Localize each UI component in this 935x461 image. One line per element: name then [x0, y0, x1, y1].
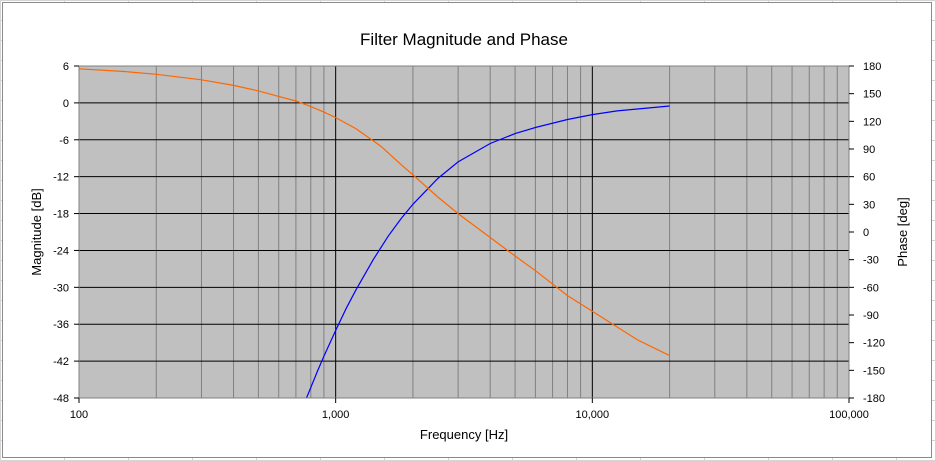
y-tick-label: -12	[53, 172, 69, 184]
series-line-phase	[78, 68, 670, 357]
x-axis-title: Frequency [Hz]	[420, 427, 508, 442]
x-tick-label: 10,000	[576, 409, 610, 421]
series-layer	[78, 68, 670, 399]
y2-tick-label: 30	[863, 199, 875, 211]
y-tick-label: 6	[63, 61, 69, 73]
y2-tick-label: 60	[863, 172, 875, 184]
y2-tick-label: -180	[863, 393, 885, 405]
y-tick-label: -48	[53, 393, 69, 405]
y-axis-title: Magnitude [dB]	[29, 188, 44, 275]
y-tick-label: -36	[53, 319, 69, 331]
y-tick-label: -24	[53, 245, 69, 257]
y2-tick-label: -30	[863, 255, 879, 267]
y2-axis-title: Phase [deg]	[895, 197, 910, 266]
y-tick-label: -42	[53, 356, 69, 368]
tick-labels: 60-6-12-18-24-30-36-42-48180150120906030…	[53, 61, 885, 421]
y2-tick-label: -150	[863, 365, 885, 377]
y2-tick-label: -120	[863, 338, 885, 350]
plot-area	[79, 66, 849, 398]
y-tick-label: 0	[63, 98, 69, 110]
y-tick-label: -30	[53, 282, 69, 294]
y2-tick-label: -90	[863, 310, 879, 322]
x-tick-label: 100,000	[829, 409, 869, 421]
x-tick-label: 1,000	[322, 409, 350, 421]
x-tick-label: 100	[70, 409, 88, 421]
y2-tick-label: 180	[863, 61, 881, 73]
y2-tick-label: 0	[863, 227, 869, 239]
y2-tick-label: 150	[863, 89, 881, 101]
y2-tick-label: -60	[863, 282, 879, 294]
y2-tick-label: 90	[863, 144, 875, 156]
y-tick-label: -6	[59, 135, 69, 147]
chart-title: Filter Magnitude and Phase	[360, 30, 568, 49]
y-tick-label: -18	[53, 209, 69, 221]
series-line-magnitude	[305, 105, 670, 399]
y2-tick-label: 120	[863, 116, 881, 128]
chart-svg: 60-6-12-18-24-30-36-42-48180150120906030…	[29, 30, 910, 442]
